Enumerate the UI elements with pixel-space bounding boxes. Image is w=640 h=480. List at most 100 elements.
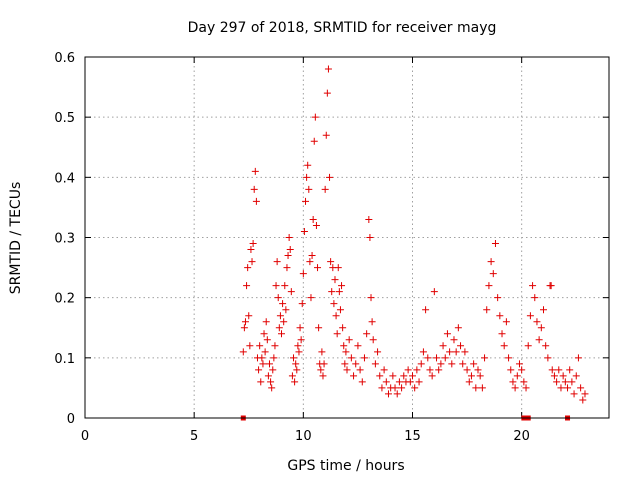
data-point <box>292 360 300 368</box>
tick-labels: 0 0.1 0.2 0.3 0.4 0.5 0.6 0 5 10 15 20 <box>54 51 530 444</box>
data-point <box>332 312 340 320</box>
y-tick-label: 0 <box>67 412 75 427</box>
y-tick-label: 0.5 <box>54 111 75 126</box>
data-point <box>441 354 449 362</box>
data-point <box>265 360 273 368</box>
data-point <box>391 384 399 392</box>
data-point <box>417 360 425 368</box>
data-point <box>296 324 304 332</box>
data-point <box>252 197 260 205</box>
data-point <box>331 276 339 284</box>
data-point <box>537 324 545 332</box>
data-point <box>263 336 271 344</box>
data-point <box>395 378 403 386</box>
data-point <box>267 378 275 386</box>
data-point <box>435 366 443 374</box>
data-point <box>526 312 534 320</box>
data-point <box>270 354 278 362</box>
data-point <box>307 294 315 302</box>
data-point <box>340 342 348 350</box>
data-point <box>568 378 576 386</box>
data-point <box>302 197 310 205</box>
data-point <box>400 372 408 380</box>
data-point <box>572 372 580 380</box>
gridlines <box>85 57 609 418</box>
data-point <box>470 360 478 368</box>
data-point <box>318 348 326 356</box>
data-point <box>398 384 406 392</box>
data-point <box>566 366 574 374</box>
data-point <box>250 185 258 193</box>
data-point <box>347 354 355 362</box>
x-tick-label: 5 <box>190 429 198 444</box>
data-point <box>472 384 480 392</box>
data-point <box>547 282 555 290</box>
data-point <box>269 366 277 374</box>
data-point <box>286 246 294 254</box>
data-point <box>275 324 283 332</box>
data-point <box>244 264 252 272</box>
data-point <box>310 137 318 145</box>
data-point <box>419 348 427 356</box>
data-point <box>299 270 307 278</box>
data-point <box>457 342 465 350</box>
data-point <box>520 378 528 386</box>
data-points <box>239 65 589 404</box>
data-point <box>268 384 276 392</box>
data-point <box>291 378 299 386</box>
data-point <box>577 384 585 392</box>
data-point <box>369 336 377 344</box>
data-point <box>481 354 489 362</box>
data-point <box>422 306 430 314</box>
data-point <box>273 258 281 266</box>
data-point <box>294 342 302 350</box>
data-point <box>315 324 323 332</box>
data-point <box>570 390 578 398</box>
data-point <box>303 173 311 181</box>
data-point <box>424 354 432 362</box>
data-point <box>500 342 508 350</box>
data-point <box>415 378 423 386</box>
data-point <box>261 348 269 356</box>
data-point <box>574 354 582 362</box>
data-point <box>245 312 253 320</box>
data-point <box>311 113 319 121</box>
data-point <box>463 366 471 374</box>
x-axis-label: GPS time / hours <box>287 458 404 474</box>
data-point <box>483 306 491 314</box>
data-point <box>341 360 349 368</box>
data-point <box>502 318 510 326</box>
data-point <box>251 167 259 175</box>
data-point <box>322 131 330 139</box>
data-point <box>524 342 532 350</box>
data-point <box>393 390 401 398</box>
data-point <box>319 372 327 380</box>
data-point <box>317 366 325 374</box>
data-point <box>280 318 288 326</box>
data-point <box>336 306 344 314</box>
data-point <box>288 372 296 380</box>
data-point <box>430 288 438 296</box>
data-point <box>443 330 451 338</box>
data-point <box>343 366 351 374</box>
data-point <box>507 366 515 374</box>
data-point <box>505 354 513 362</box>
data-point <box>522 384 530 392</box>
data-point <box>298 300 306 308</box>
data-point <box>334 264 342 272</box>
data-point <box>404 366 412 374</box>
data-point <box>240 324 248 332</box>
data-point <box>328 288 336 296</box>
data-point <box>255 366 263 374</box>
x-tick-label: 10 <box>295 429 312 444</box>
data-point <box>555 366 563 374</box>
data-point <box>380 366 388 374</box>
data-point <box>533 318 541 326</box>
data-point <box>272 282 280 290</box>
data-point <box>531 294 539 302</box>
data-point <box>454 324 462 332</box>
data-point <box>333 330 341 338</box>
data-point <box>374 348 382 356</box>
data-point <box>452 348 460 356</box>
